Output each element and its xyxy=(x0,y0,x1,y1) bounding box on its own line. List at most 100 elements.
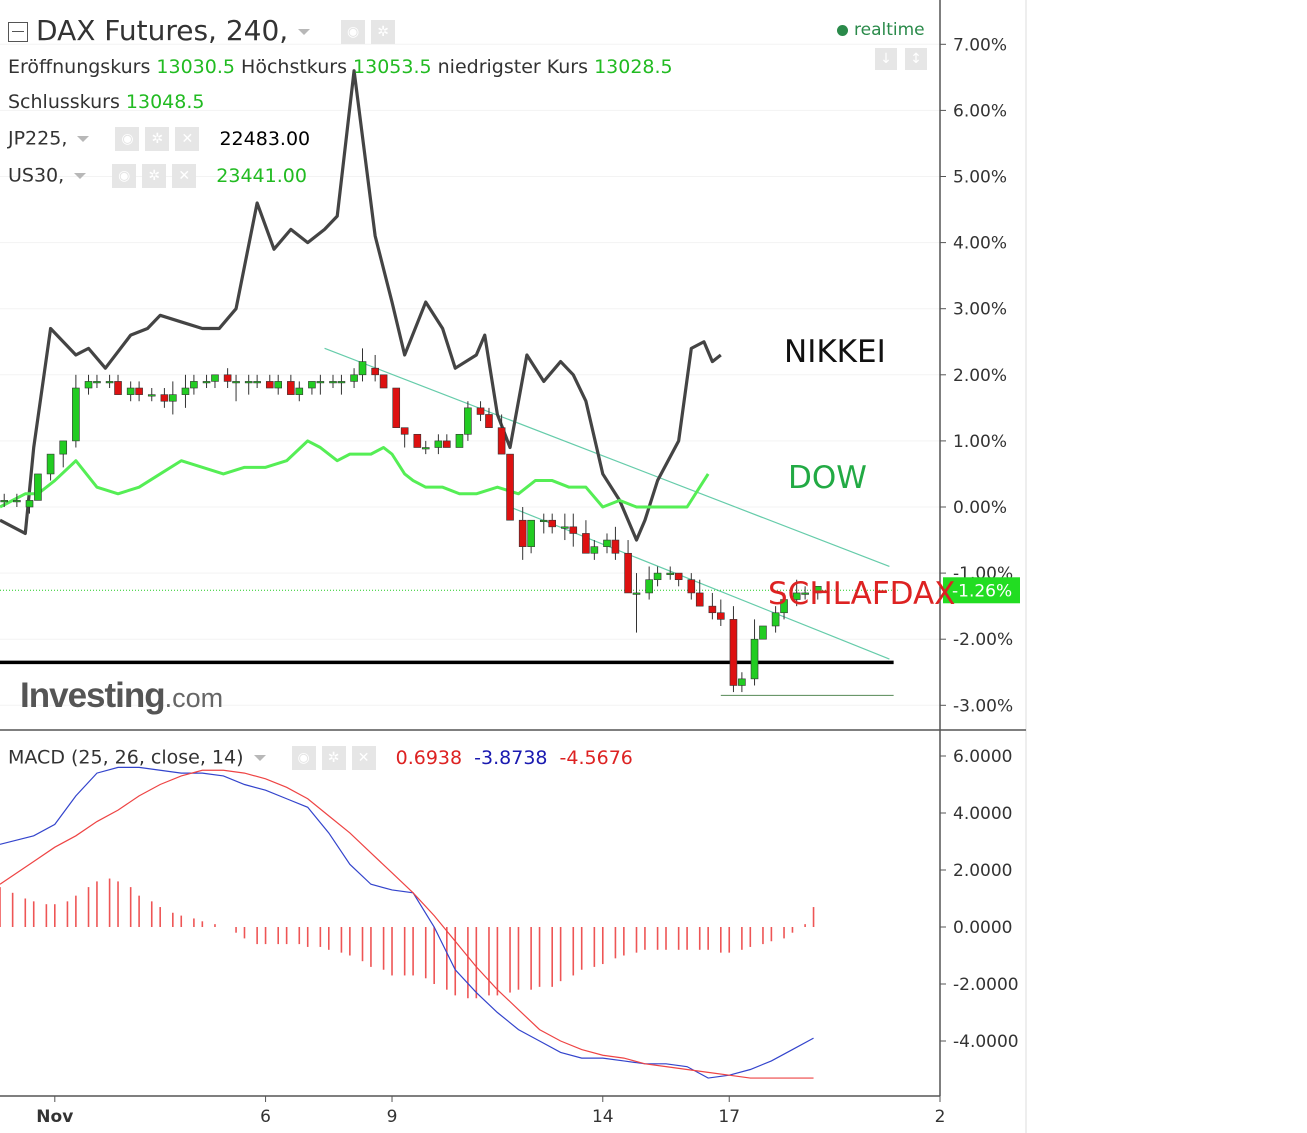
candle-body xyxy=(548,519,556,528)
candle-body xyxy=(265,381,274,389)
candle-body xyxy=(337,381,346,384)
candle-body xyxy=(443,440,451,448)
candle-body xyxy=(308,381,316,389)
candle-body xyxy=(46,453,55,475)
x-tick-label: 2 xyxy=(935,1107,946,1127)
upper-trendline xyxy=(324,347,890,568)
nikkei-annotation: NIKKEI xyxy=(784,334,886,370)
candle-body xyxy=(527,519,535,547)
candle-body xyxy=(653,572,662,581)
candle-body xyxy=(160,394,169,402)
candle-body xyxy=(34,473,42,501)
candle-body xyxy=(539,519,548,523)
candle-body xyxy=(371,367,379,376)
candle-body xyxy=(561,526,569,529)
candle-body xyxy=(244,381,253,384)
x-tick-label: 17 xyxy=(718,1107,740,1127)
realtime-indicator: realtime xyxy=(837,20,925,40)
status-dot-icon xyxy=(837,24,848,36)
candle-body xyxy=(413,433,422,448)
y-tick-label: -3.00% xyxy=(953,696,1013,716)
candle-body xyxy=(0,500,9,503)
candle-body xyxy=(316,381,325,384)
candle-body xyxy=(569,526,578,534)
candle-body xyxy=(59,440,68,455)
candle-body xyxy=(181,387,190,395)
candle-body xyxy=(135,387,143,395)
candle-body xyxy=(400,427,409,435)
candle-body xyxy=(611,539,620,554)
y-tick-label: 3.00% xyxy=(953,300,1007,320)
candle-body xyxy=(84,381,93,389)
candle-body xyxy=(253,381,261,384)
last-value-label: -1.26% xyxy=(952,581,1012,601)
x-tick-label: Nov xyxy=(36,1107,73,1127)
price-pane xyxy=(0,43,940,706)
candle-body xyxy=(202,381,211,384)
candle-body xyxy=(771,612,780,627)
candle-body xyxy=(392,387,401,428)
macd-y-tick-label: 6.0000 xyxy=(953,747,1012,767)
candle-body xyxy=(506,453,514,521)
chart-frame: 7.00% 6.00% 5.00% 4.00% 3.00% 2.00% 1.00% 0.00%… xyxy=(0,0,1027,1133)
y-tick-label: 0.00% xyxy=(953,498,1007,518)
candle-body xyxy=(147,394,156,397)
candle-body xyxy=(211,374,219,382)
macd-pane xyxy=(0,766,815,1079)
candle-body xyxy=(126,387,135,395)
candle-body xyxy=(485,414,493,428)
candle-body xyxy=(232,381,240,384)
candle-body xyxy=(738,678,746,686)
candle-body xyxy=(329,381,337,384)
candle-body xyxy=(497,427,506,455)
investing-logo: Investing.com xyxy=(20,676,224,715)
candle-body xyxy=(93,381,101,384)
candle-body xyxy=(603,539,611,547)
macd-y-tick-label: 4.0000 xyxy=(953,804,1012,824)
candle-body xyxy=(421,447,430,450)
candle-body xyxy=(729,619,738,686)
candle-body xyxy=(350,374,358,382)
last-value-badge xyxy=(943,577,1020,604)
candle-body xyxy=(72,387,80,442)
candle-body xyxy=(287,381,295,395)
candle-body xyxy=(455,433,464,448)
candle-body xyxy=(190,381,198,389)
x-tick-label: 14 xyxy=(592,1107,614,1127)
y-tick-label: 7.00% xyxy=(953,35,1007,55)
candle-body xyxy=(379,374,388,389)
candle-body xyxy=(590,546,599,554)
y-tick-label: 1.00% xyxy=(953,432,1007,452)
y-tick-label: 5.00% xyxy=(953,168,1007,188)
y-tick-label: 2.00% xyxy=(953,366,1007,386)
candle-body xyxy=(666,572,675,575)
macd-y-tick-label: 0.0000 xyxy=(953,918,1012,938)
signal-line xyxy=(0,769,814,1079)
macd-y-tick-label: -2.0000 xyxy=(953,975,1019,995)
jp225-line xyxy=(0,69,722,542)
candle-body xyxy=(518,519,527,547)
candle-body xyxy=(695,592,704,607)
schlafdax-annotation: SCHLAFDAX xyxy=(768,576,956,612)
arrow-updown-icon[interactable]: ↕ xyxy=(905,48,927,70)
arrow-down-icon[interactable]: ↓ xyxy=(875,48,897,70)
candle-body xyxy=(464,407,472,435)
candle-body xyxy=(687,579,696,594)
candle-body xyxy=(358,361,367,376)
candle-body xyxy=(13,500,21,503)
candle-body xyxy=(624,552,632,594)
y-tick-label: -2.00% xyxy=(953,630,1013,650)
x-tick-label: 6 xyxy=(260,1107,271,1127)
candle-body xyxy=(223,374,232,382)
macd-y-tick-label: 2.0000 xyxy=(953,861,1012,881)
dow-annotation: DOW xyxy=(788,460,867,496)
candle-body xyxy=(114,381,122,395)
candle-body xyxy=(476,407,485,415)
candle-body xyxy=(434,440,443,448)
realtime-label: realtime xyxy=(854,20,925,40)
candle-body xyxy=(717,612,725,620)
macd-y-tick-label: -4.0000 xyxy=(953,1032,1019,1052)
us30-line xyxy=(0,439,710,509)
